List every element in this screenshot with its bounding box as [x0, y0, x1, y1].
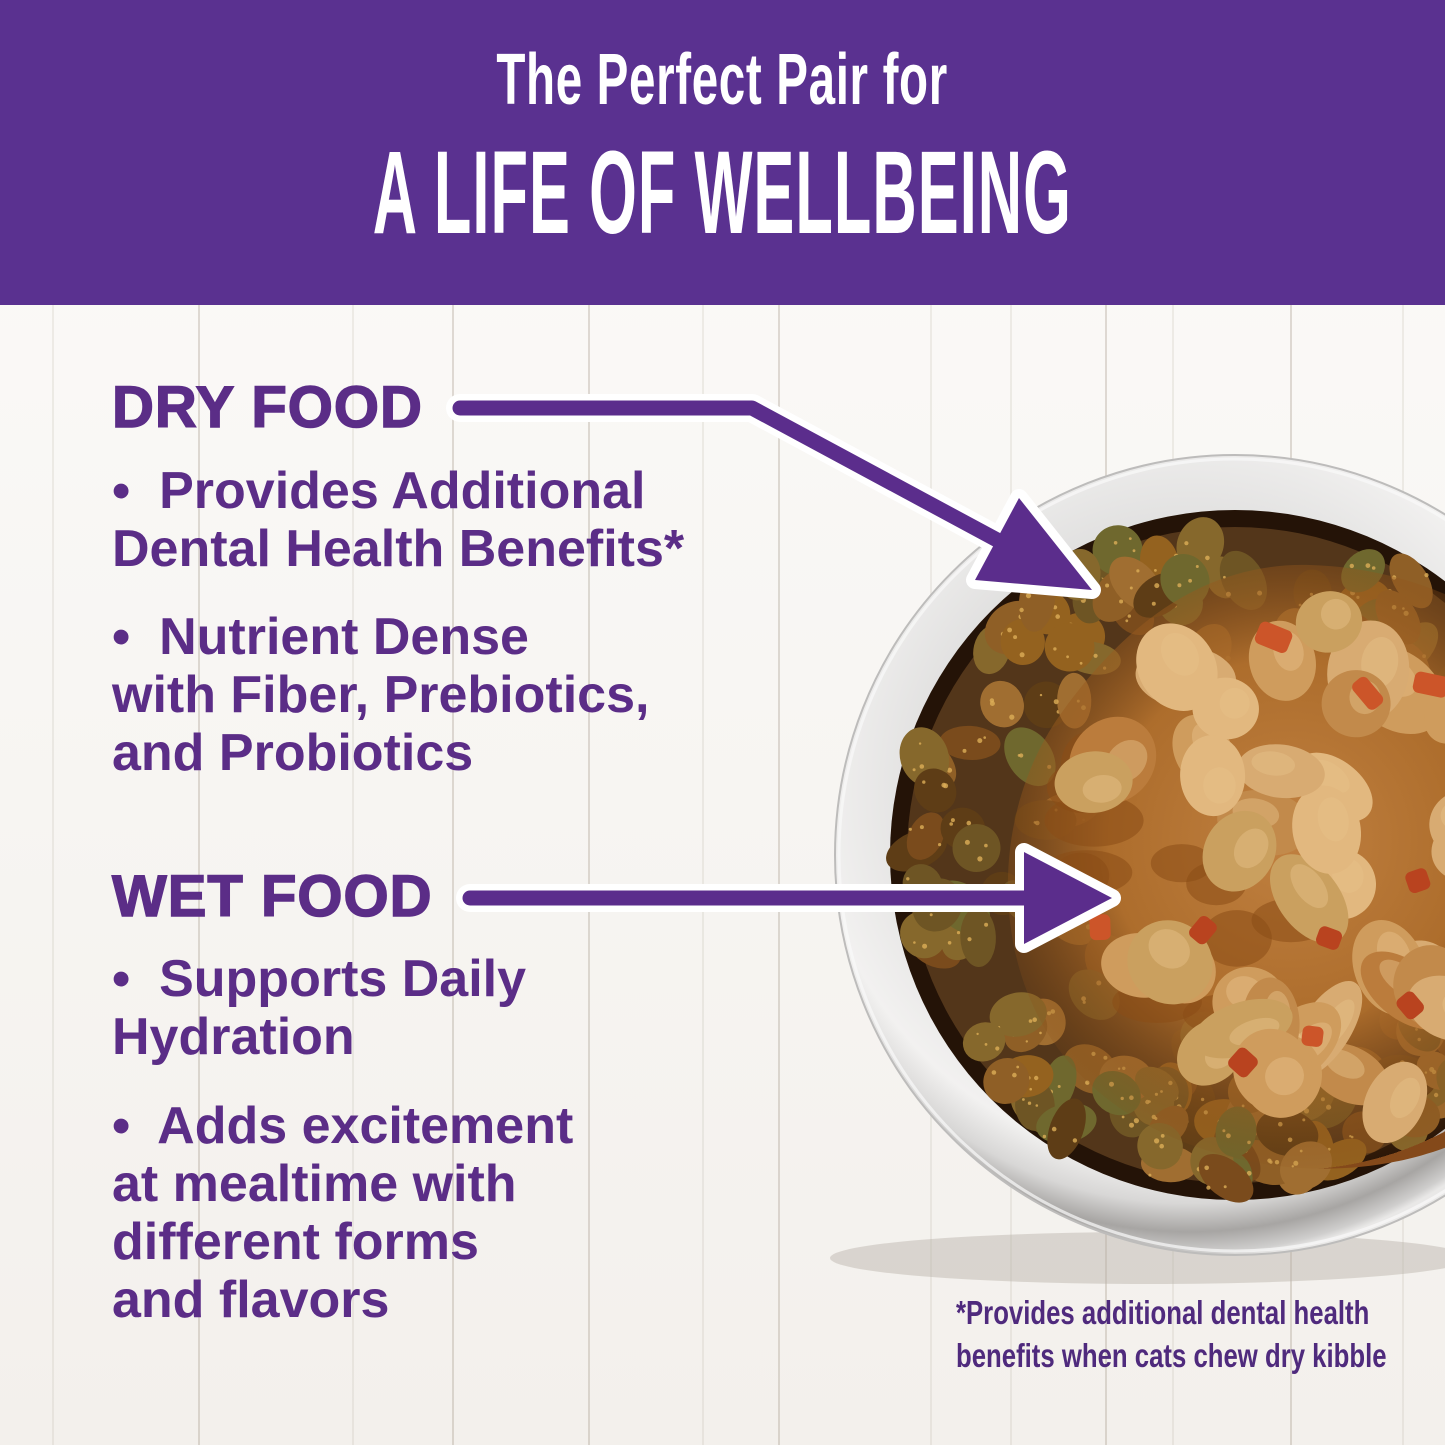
header-title: A LIFE OF WELLBEING — [372, 127, 1073, 259]
plank-seam — [702, 0, 704, 1445]
wet-food-bullet-1: • Supports Daily Hydration — [112, 950, 527, 1066]
plank-seam — [588, 0, 590, 1445]
plank-seam — [198, 0, 200, 1445]
header-eyebrow: The Perfect Pair for — [496, 40, 949, 120]
dry-food-heading: DRY FOOD — [111, 375, 423, 440]
header-band: The Perfect Pair for A LIFE OF WELLBEING — [0, 0, 1445, 305]
footnote: *Provides additional dental health benef… — [956, 1294, 1387, 1374]
wet-food-bullet-2: • Adds excitement at mealtime with diffe… — [112, 1097, 574, 1329]
plank-seam — [52, 0, 54, 1445]
dry-food-bullet-1: • Provides Additional Dental Health Bene… — [112, 462, 685, 578]
plank-seam — [452, 0, 454, 1445]
plank-seam — [778, 0, 780, 1445]
dry-food-bullet-2: • Nutrient Dense with Fiber, Prebiotics,… — [112, 608, 650, 782]
wet-food-heading: WET FOOD — [111, 864, 433, 929]
plank-seam — [352, 0, 354, 1445]
